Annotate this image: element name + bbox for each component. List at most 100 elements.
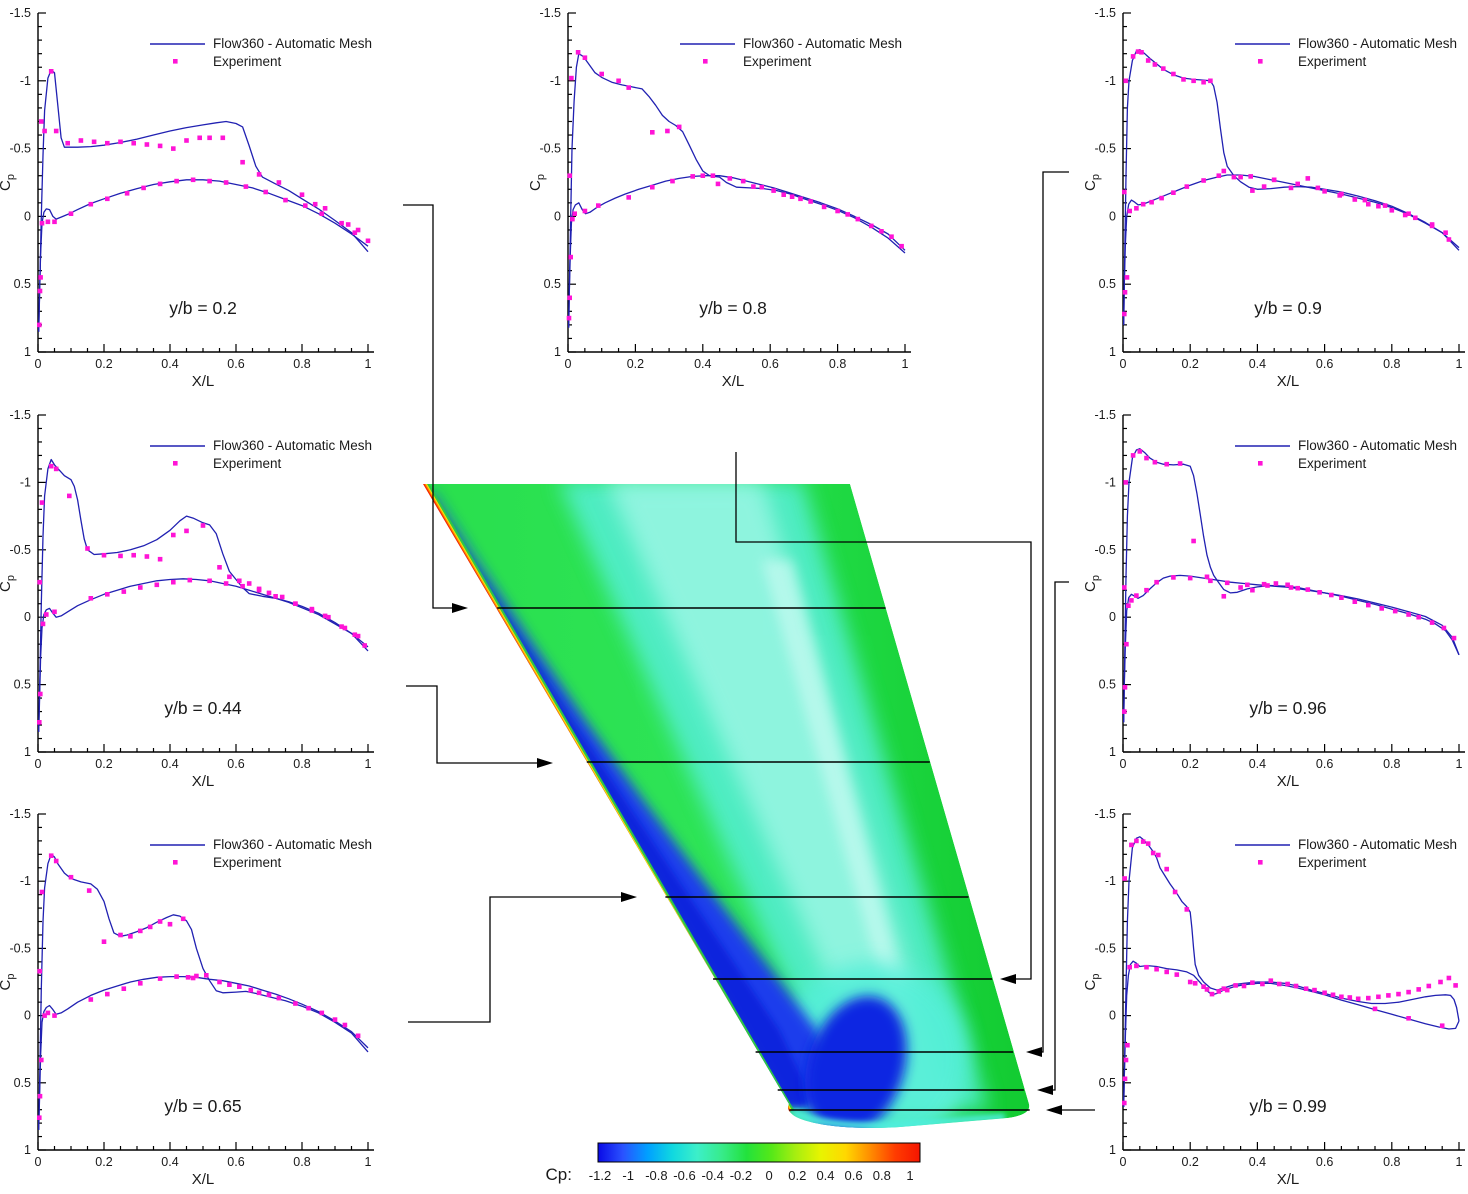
y-tick-label: 0.5 <box>14 277 31 291</box>
experiment-point <box>759 184 765 190</box>
flow360-curve <box>1123 174 1460 325</box>
x-tick-label: 0.2 <box>1182 357 1199 371</box>
experiment-point <box>1140 839 1146 844</box>
colorbar-tick-label: 0.2 <box>788 1168 806 1183</box>
arrowhead-icon <box>1046 1105 1062 1115</box>
experiment-point <box>223 581 229 586</box>
experiment-point <box>1221 594 1227 599</box>
experiment-point <box>355 227 361 233</box>
experiment-point <box>1379 606 1384 611</box>
x-tick-label: 1 <box>1456 357 1463 371</box>
experiment-point <box>1129 842 1134 848</box>
experiment-point <box>339 220 344 226</box>
experiment-point <box>1150 850 1156 856</box>
experiment-point <box>53 128 59 134</box>
experiment-point <box>1123 78 1128 84</box>
experiment-point <box>1295 181 1300 187</box>
experiment-point <box>1406 1016 1411 1021</box>
experiment-point <box>131 140 136 146</box>
experiment-point <box>303 203 308 208</box>
y-tick-label: -1 <box>20 74 31 88</box>
y-tick-label: -0.5 <box>9 543 31 557</box>
x-tick-label: 0.8 <box>1383 1155 1400 1169</box>
legend-marker-label: Experiment <box>743 54 812 69</box>
flow360-curve <box>1123 448 1460 723</box>
experiment-point <box>65 140 70 146</box>
legend-marker-label: Experiment <box>213 855 282 870</box>
experiment-point <box>1366 995 1371 1001</box>
experiment-point <box>174 178 179 184</box>
experiment-point <box>1245 582 1250 588</box>
experiment-point <box>237 984 242 989</box>
experiment-point <box>246 581 252 586</box>
experiment-point <box>1122 709 1127 714</box>
experiment-point <box>1144 964 1149 970</box>
experiment-point <box>171 532 176 538</box>
flow360-curve <box>38 179 369 332</box>
experiment-point <box>1295 585 1300 591</box>
experiment-point <box>131 552 136 558</box>
experiment-point <box>1171 71 1176 77</box>
y-tick-label: 0 <box>554 209 561 223</box>
experiment-point <box>1260 981 1265 987</box>
y-axis-label: Cp <box>0 974 17 991</box>
y-tick-label: -0.5 <box>1094 142 1116 156</box>
x-axis-label: X/L <box>192 1171 215 1188</box>
experiment-point <box>835 208 840 214</box>
experiment-point <box>1446 975 1452 981</box>
experiment-point <box>85 546 90 551</box>
legend-line-label: Flow360 - Automatic Mesh <box>1298 36 1457 51</box>
experiment-point <box>223 180 229 185</box>
x-tick-label: 0 <box>35 1155 42 1169</box>
experiment-point <box>1288 585 1294 590</box>
experiment-point <box>1187 575 1193 581</box>
experiment-point <box>227 982 232 987</box>
experiment-point <box>1161 66 1166 71</box>
experiment-point <box>1171 575 1176 580</box>
x-tick-label: 0.4 <box>161 757 178 771</box>
experiment-point <box>1145 841 1151 846</box>
x-tick-label: 0 <box>35 757 42 771</box>
experiment-point <box>1389 208 1395 213</box>
experiment-point <box>88 596 94 601</box>
legend-marker-label: Experiment <box>213 54 282 69</box>
experiment-point <box>1122 685 1128 690</box>
experiment-point <box>1406 989 1411 995</box>
experiment-point <box>339 624 344 629</box>
experiment-point <box>727 176 733 181</box>
experiment-point <box>365 238 371 244</box>
experiment-point <box>319 211 325 216</box>
experiment-point <box>276 180 282 185</box>
experiment-point <box>187 577 193 583</box>
arrowhead-icon <box>621 892 637 902</box>
experiment-point <box>1184 184 1190 189</box>
experiment-point <box>200 523 206 528</box>
x-tick-label: 1 <box>1456 1155 1463 1169</box>
experiment-point <box>1124 275 1130 280</box>
experiment-point <box>1261 184 1267 189</box>
experiment-point <box>1171 190 1176 195</box>
experiment-point <box>1312 987 1317 993</box>
y-tick-label: 0.5 <box>1099 277 1116 291</box>
y-tick-label: 0.5 <box>14 678 31 692</box>
experiment-point <box>67 493 72 499</box>
x-tick-label: 0.6 <box>227 1155 244 1169</box>
experiment-point <box>1122 585 1127 590</box>
experiment-point <box>40 621 46 627</box>
experiment-point <box>1134 206 1139 211</box>
experiment-point <box>1130 453 1136 458</box>
experiment-point <box>1285 582 1290 588</box>
connector-line <box>735 452 1032 980</box>
experiment-point <box>144 142 150 147</box>
colorbar-gradient <box>597 1142 921 1163</box>
experiment-point <box>845 212 850 217</box>
experiment-point <box>88 201 94 207</box>
experiment-point <box>1224 580 1230 586</box>
experiment-point <box>1139 50 1144 55</box>
experiment-point <box>1122 189 1127 195</box>
experiment-point <box>1129 598 1134 603</box>
experiment-point <box>1271 177 1277 183</box>
experiment-point <box>1208 78 1213 84</box>
